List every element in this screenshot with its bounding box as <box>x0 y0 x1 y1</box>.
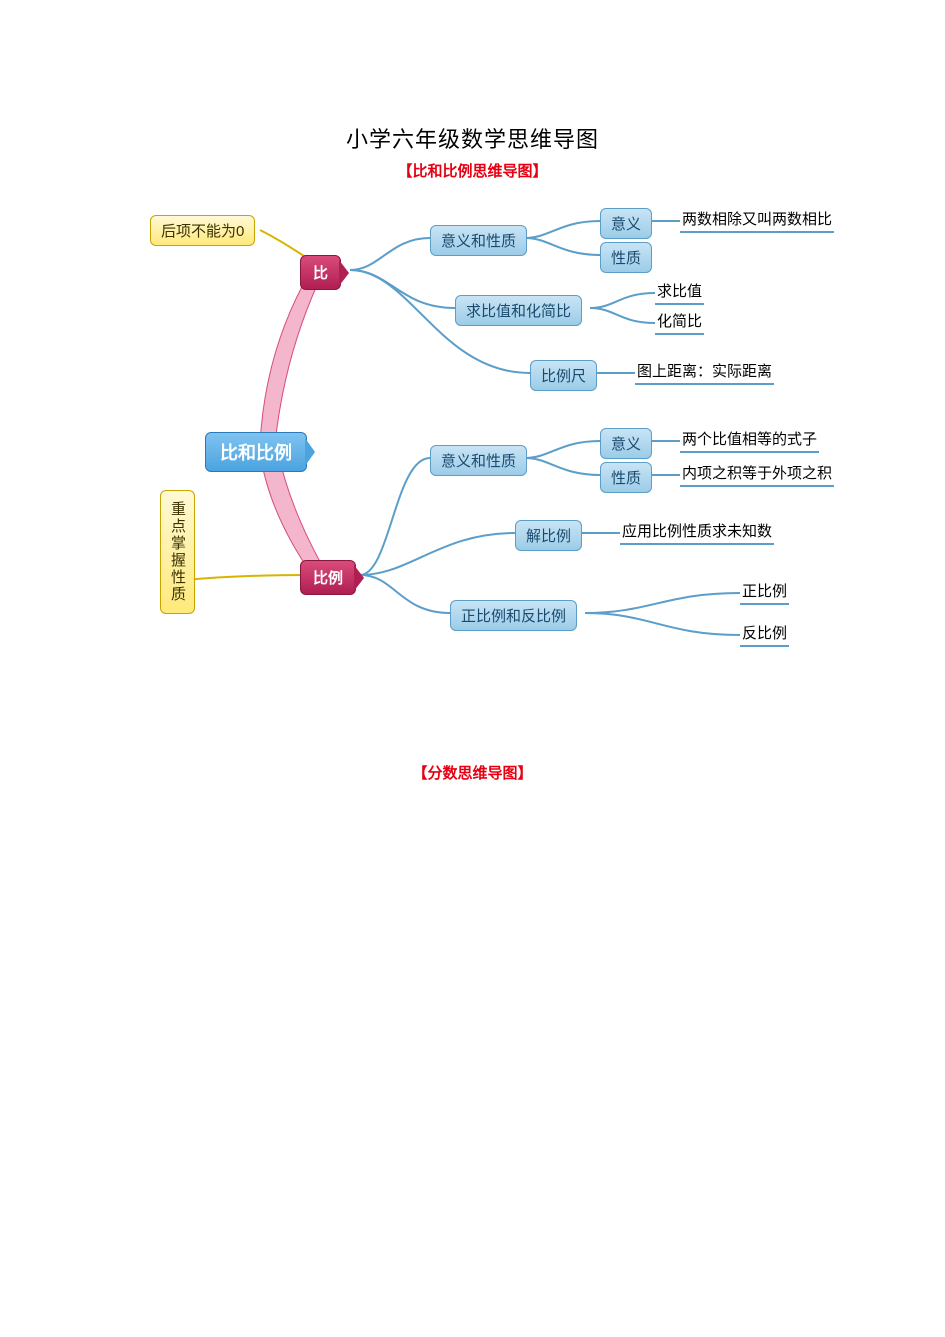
leaf-direct: 正比例 <box>740 580 789 605</box>
root-node: 比和比例 <box>205 432 307 472</box>
node-bi-meaning-property: 意义和性质 <box>430 225 527 256</box>
page-title: 小学六年级数学思维导图 <box>0 122 945 154</box>
leaf-solve-text: 应用比例性质求未知数 <box>620 520 774 545</box>
leaf-inverse: 反比例 <box>740 622 789 647</box>
branch-bili: 比例 <box>300 560 356 595</box>
branch-bi: 比 <box>300 255 341 290</box>
node-bi-property: 性质 <box>600 242 652 273</box>
node-direct-inverse: 正比例和反比例 <box>450 600 577 631</box>
node-bi-value-simplify: 求比值和化简比 <box>455 295 582 326</box>
leaf-bl-property-text: 内项之积等于外项之积 <box>680 462 834 487</box>
note-back-term: 后项不能为0 <box>150 215 255 246</box>
leaf-bi-meaning-text: 两数相除又叫两数相比 <box>680 208 834 233</box>
leaf-bl-meaning-text: 两个比值相等的式子 <box>680 428 819 453</box>
node-bi-meaning: 意义 <box>600 208 652 239</box>
note-key-property: 重点掌握性质 <box>160 490 195 614</box>
mindmap-diagram: 后项不能为0 重点掌握性质 比和比例 比 意义和性质 意义 两数相除又叫两数相比… <box>110 200 870 680</box>
node-bl-meaning: 意义 <box>600 428 652 459</box>
leaf-scale-text: 图上距离：实际距离 <box>635 360 774 385</box>
leaf-simplify-ratio: 化简比 <box>655 310 704 335</box>
node-scale: 比例尺 <box>530 360 597 391</box>
node-bl-property: 性质 <box>600 462 652 493</box>
subtitle-fraction: 【分数思维导图】 <box>0 762 945 783</box>
node-solve-proportion: 解比例 <box>515 520 582 551</box>
node-bl-meaning-property: 意义和性质 <box>430 445 527 476</box>
leaf-find-ratio: 求比值 <box>655 280 704 305</box>
subtitle-ratio: 【比和比例思维导图】 <box>0 160 945 181</box>
